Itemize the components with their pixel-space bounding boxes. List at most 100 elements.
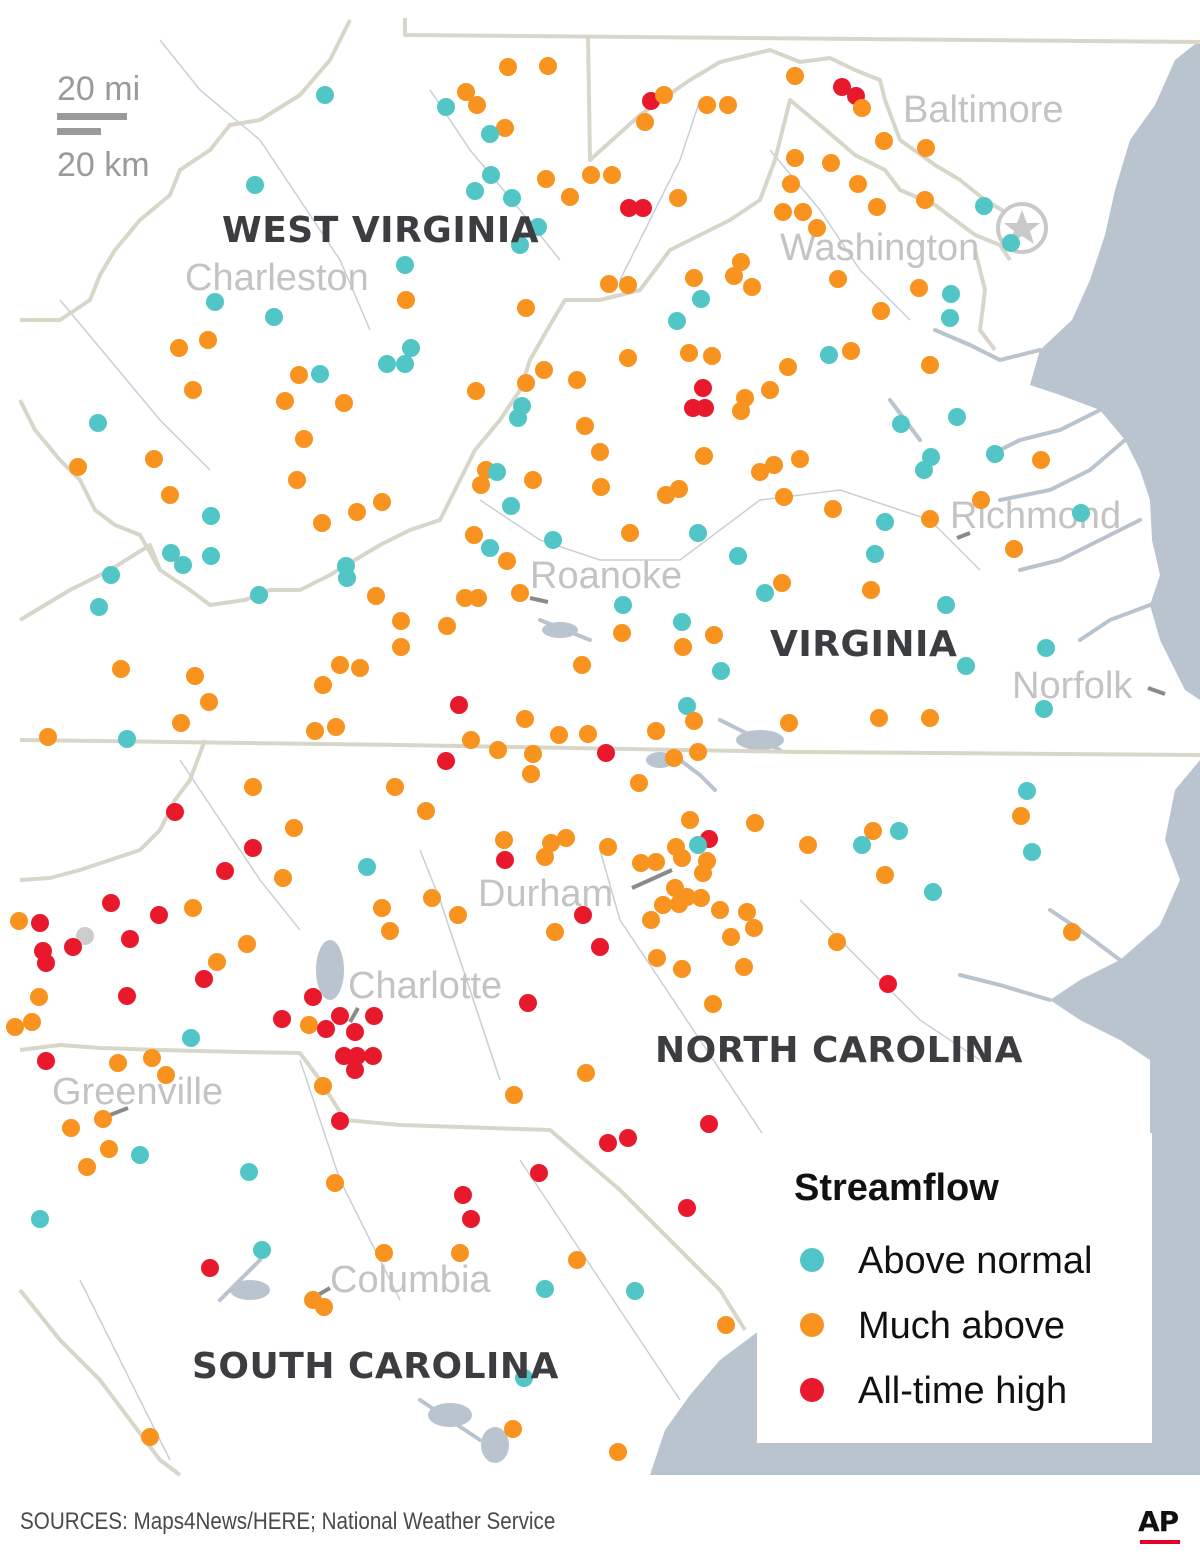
gauge-point-much-above: [141, 1428, 159, 1446]
gauge-point-much-above: [689, 743, 707, 761]
gauge-point-all-time-high: [619, 1129, 637, 1147]
gauge-point-much-above: [186, 667, 204, 685]
gauge-point-above-normal: [712, 662, 730, 680]
gauge-point-much-above: [600, 275, 618, 293]
gauge-point-much-above: [868, 198, 886, 216]
gauge-point-much-above: [557, 829, 575, 847]
gauge-point-much-above: [392, 612, 410, 630]
legend-title: Streamflow: [794, 1167, 999, 1209]
state-label-south-carolina: SOUTH CAROLINA: [192, 1346, 559, 1387]
gauge-point-above-normal: [986, 445, 1004, 463]
gauge-point-much-above: [791, 450, 809, 468]
gauge-point-above-normal: [529, 218, 547, 236]
gauge-point-all-time-high: [530, 1164, 548, 1182]
gauge-point-much-above: [921, 709, 939, 727]
gauge-point-much-above: [314, 1077, 332, 1095]
gauge-point-much-above: [496, 119, 514, 137]
gauge-point-much-above: [738, 903, 756, 921]
gauge-point-much-above: [100, 1140, 118, 1158]
gauge-point-much-above: [348, 503, 366, 521]
gauge-point-much-above: [524, 745, 542, 763]
gauge-point-much-above: [568, 1251, 586, 1269]
gauge-point-much-above: [199, 331, 217, 349]
gauge-point-much-above: [619, 276, 637, 294]
legend-swatch-much-above: [800, 1313, 824, 1337]
gauge-point-all-time-high: [620, 199, 638, 217]
gauge-point-all-time-high: [273, 1010, 291, 1028]
gauge-point-above-normal: [689, 524, 707, 542]
gauge-point-much-above: [274, 869, 292, 887]
gauge-point-above-normal: [729, 547, 747, 565]
gauge-point-above-normal: [202, 507, 220, 525]
gauge-point-much-above: [870, 709, 888, 727]
gauge-point-much-above: [765, 456, 783, 474]
gauge-point-all-time-high: [346, 1061, 364, 1079]
legend-swatch-all-time-high: [800, 1378, 824, 1402]
gauge-point-above-normal: [265, 308, 283, 326]
gauge-point-much-above: [670, 895, 688, 913]
gauge-point-all-time-high: [496, 851, 514, 869]
gauge-point-much-above: [295, 430, 313, 448]
gauge-point-much-above: [315, 1298, 333, 1316]
gauge-point-much-above: [842, 342, 860, 360]
city-label-columbia: Columbia: [330, 1259, 491, 1301]
city-label-roanoke: Roanoke: [530, 555, 682, 597]
gauge-point-much-above: [78, 1158, 96, 1176]
gauge-point-much-above: [779, 358, 797, 376]
gauge-point-all-time-high: [331, 1112, 349, 1130]
gauge-point-much-above: [745, 919, 763, 937]
gauge-point-all-time-high: [121, 930, 139, 948]
gauge-point-above-normal: [673, 613, 691, 631]
gauge-point-much-above: [467, 382, 485, 400]
gauge-point-much-above: [351, 659, 369, 677]
gauge-point-much-above: [157, 1066, 175, 1084]
gauge-point-all-time-high: [195, 970, 213, 988]
gauge-point-all-time-high: [462, 1210, 480, 1228]
gauge-point-much-above: [732, 402, 750, 420]
lakes: [230, 622, 784, 1463]
gauge-point-much-above: [695, 447, 713, 465]
gauge-point-above-normal: [1023, 843, 1041, 861]
gauge-point-above-normal: [876, 513, 894, 531]
gauge-point-much-above: [704, 995, 722, 1013]
gauge-point-above-normal: [756, 584, 774, 602]
gauge-point-above-normal: [481, 125, 499, 143]
scale-miles-bar: [57, 113, 127, 120]
gauge-point-above-normal: [102, 566, 120, 584]
gauge-point-much-above: [417, 802, 435, 820]
gauge-point-much-above: [397, 291, 415, 309]
gauge-point-much-above: [511, 584, 529, 602]
gauge-point-much-above: [449, 906, 467, 924]
gauge-point-much-above: [451, 1244, 469, 1262]
gauge-point-much-above: [313, 514, 331, 532]
gauge-point-much-above: [244, 778, 262, 796]
gauge-point-much-above: [331, 656, 349, 674]
gauge-point-much-above: [1012, 807, 1030, 825]
gauge-point-above-normal: [466, 182, 484, 200]
gauge-point-much-above: [276, 392, 294, 410]
gauge-point-above-normal: [253, 1241, 271, 1259]
state-label-virginia: VIRGINIA: [770, 624, 957, 665]
gauge-point-above-normal: [820, 346, 838, 364]
scale-bar: 20 mi 20 km: [57, 70, 150, 184]
gauge-point-much-above: [576, 417, 594, 435]
gauge-point-much-above: [542, 834, 560, 852]
city-label-norfolk: Norfolk: [1012, 665, 1133, 707]
gauge-point-much-above: [522, 765, 540, 783]
gauge-point-above-normal: [358, 858, 376, 876]
gauge-point-much-above: [786, 67, 804, 85]
gauge-point-much-above: [725, 267, 743, 285]
gauge-point-much-above: [773, 574, 791, 592]
gauge-point-above-normal: [246, 176, 264, 194]
legend-swatch-above-normal: [800, 1248, 824, 1272]
gauge-point-much-above: [524, 471, 542, 489]
gauge-point-much-above: [504, 1420, 522, 1438]
gauge-point-much-above: [685, 712, 703, 730]
gauge-point-much-above: [386, 778, 404, 796]
gauge-point-much-above: [872, 302, 890, 320]
gauge-point-much-above: [30, 988, 48, 1006]
gauge-point-above-normal: [692, 290, 710, 308]
gauge-point-much-above: [864, 822, 882, 840]
gauge-point-much-above: [516, 710, 534, 728]
